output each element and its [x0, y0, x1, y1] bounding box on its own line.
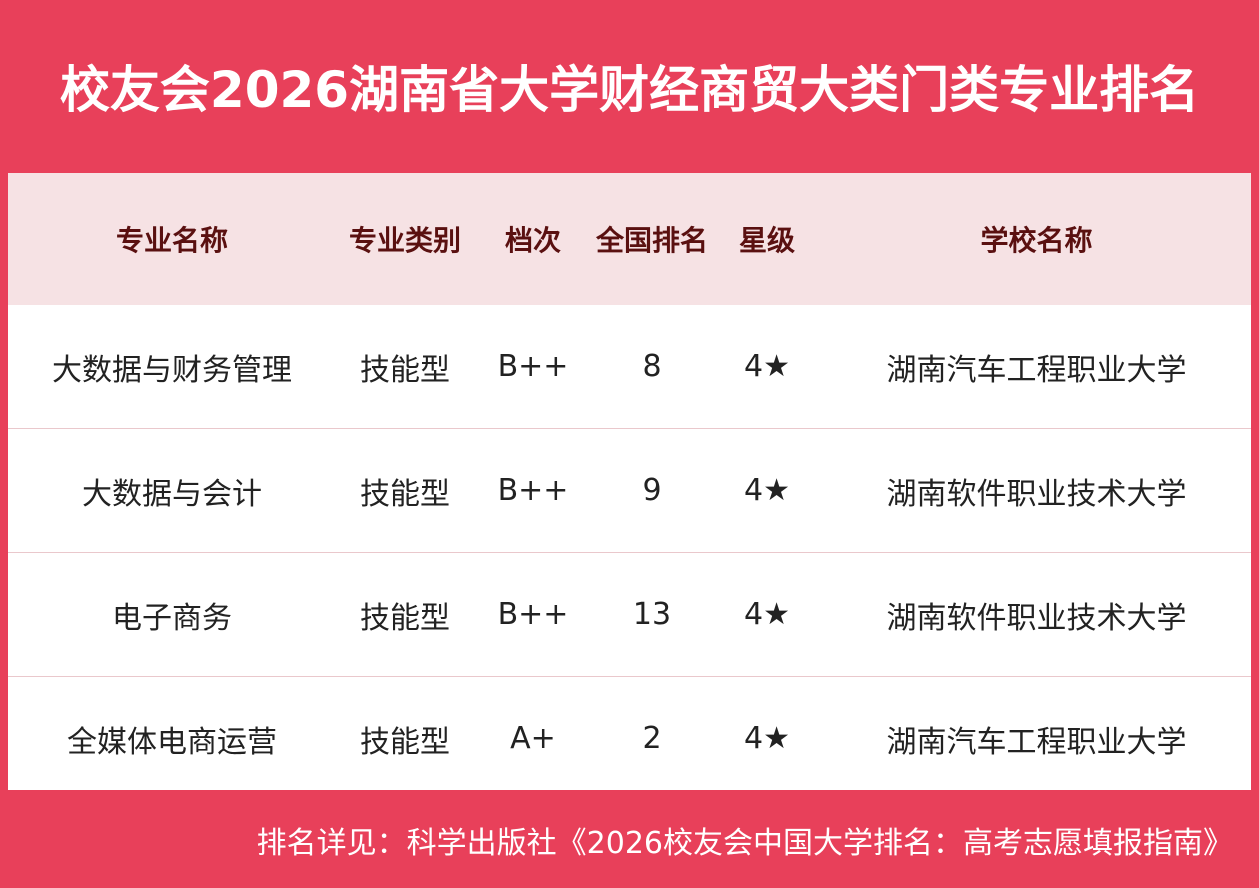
table-cell: 湖南汽车工程职业大学 — [886, 724, 1187, 760]
table-cell: 大数据与会计 — [8, 428, 336, 553]
table-cell: B++ — [474, 305, 592, 429]
column-header: 专业类别 — [336, 173, 474, 305]
table-cell: B++ — [474, 552, 592, 677]
column-header: 星级 — [712, 173, 822, 305]
table-cell: 大数据与财务管理 — [8, 305, 336, 429]
table-cell: 湖南汽车工程职业大学 — [822, 305, 1251, 429]
header-row: 专业名称 专业类别 档次 全国排名 星级 学校名称 — [8, 173, 1251, 305]
table-cell: 技能型 — [336, 428, 474, 553]
table-cell: 4★ — [744, 721, 790, 756]
table-row: 大数据与财务管理 技能型 B++ 8 4★ 湖南汽车工程职业大学 — [8, 305, 1251, 429]
table-cell: 9 — [592, 428, 712, 553]
table-cell: 4★ — [712, 552, 822, 677]
table-cell: 全媒体电商运营 — [67, 724, 277, 760]
table-cell: 8 — [592, 305, 712, 429]
table-cell: 技能型 — [336, 305, 474, 429]
table-row: 全媒体电商运营 技能型 A+ 2 4★ 湖南汽车工程职业大学 — [8, 677, 1251, 801]
table-cell: 技能型 — [336, 552, 474, 677]
table-row: 电子商务 技能型 B++ 13 4★ 湖南软件职业技术大学 — [8, 552, 1251, 677]
table-cell: 湖南软件职业技术大学 — [822, 428, 1251, 553]
table-body: 大数据与财务管理 技能型 B++ 8 4★ 湖南汽车工程职业大学 大数据与会计 技能型 B++ 9… — [8, 305, 1251, 800]
column-header: 全国排名 — [592, 173, 712, 305]
table-cell: 湖南软件职业技术大学 — [822, 552, 1251, 677]
table-panel: 专业名称 专业类别 档次 全国排名 星级 学校名称 大数据与财务管理 技能型 B++ 8 4★ 湖南… — [8, 173, 1251, 790]
column-header: 档次 — [474, 173, 592, 305]
table-row: 大数据与会计 技能型 B++ 9 4★ 湖南软件职业技术大学 — [8, 428, 1251, 553]
table-cell: 2 — [642, 721, 662, 756]
ranking-table: 专业名称 专业类别 档次 全国排名 星级 学校名称 大数据与财务管理 技能型 B++ 8 4★ 湖南… — [8, 173, 1251, 800]
table-cell: B++ — [474, 428, 592, 553]
table-cell: 4★ — [712, 428, 822, 553]
table-cell: 13 — [592, 552, 712, 677]
table-cell: 4★ — [712, 305, 822, 429]
table-cell: 电子商务 — [8, 552, 336, 677]
column-header: 学校名称 — [822, 173, 1251, 305]
title: 校友会2026湖南省大学财经商贸大类门类专业排名 — [59, 61, 1200, 119]
column-header: 专业名称 — [8, 173, 336, 305]
footer-note: 排名详见：科学出版社《2026校友会中国大学排名：高考志愿填报指南》 — [256, 826, 1233, 861]
table-cell: 技能型 — [360, 724, 450, 760]
table-cell: A+ — [510, 721, 556, 756]
